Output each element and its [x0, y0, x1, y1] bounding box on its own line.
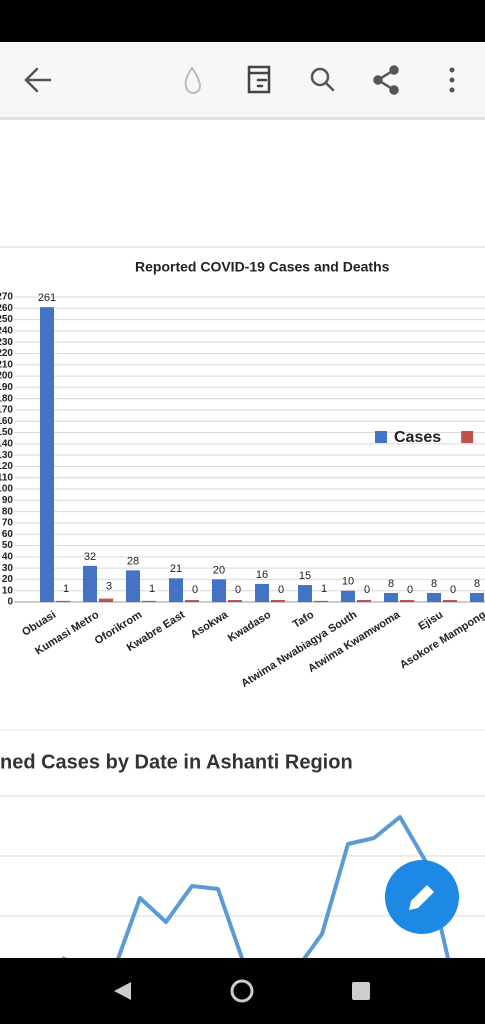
x-tick-label: Kwadaso	[226, 609, 274, 645]
chart-title: Reported COVID-19 Cases and Deaths	[135, 259, 390, 275]
bar	[83, 565, 97, 602]
toolbar	[0, 42, 485, 118]
toolbar-shadow	[0, 117, 485, 120]
bar	[255, 583, 269, 602]
bar	[99, 598, 113, 602]
layout-button[interactable]	[247, 65, 271, 94]
value-label: 15	[299, 570, 311, 582]
search-button[interactable]	[310, 67, 335, 92]
x-tick-label: Ejisu	[416, 609, 445, 633]
value-label: 1	[321, 583, 327, 595]
y-tick-label: 70	[2, 518, 14, 529]
bar	[400, 600, 414, 602]
value-label: 1	[149, 583, 155, 595]
nav-back[interactable]	[114, 982, 131, 1000]
mode-button[interactable]	[184, 66, 202, 94]
bar	[212, 579, 226, 602]
value-label: 16	[256, 569, 268, 581]
bar	[314, 600, 328, 602]
bar	[142, 600, 156, 602]
bar	[40, 307, 54, 602]
value-label: 0	[278, 584, 284, 596]
y-tick-label: 270	[0, 292, 13, 303]
y-tick-label: 130	[0, 450, 13, 461]
value-label: 21	[170, 563, 182, 575]
y-tick-label: 220	[0, 348, 13, 359]
y-tick-label: 180	[0, 393, 13, 404]
y-tick-label: 100	[0, 484, 13, 495]
y-tick-label: 30	[2, 563, 14, 574]
bar	[169, 578, 183, 602]
y-tick-label: 230	[0, 337, 13, 348]
legend-label: Cases	[394, 429, 441, 446]
y-tick-label: 10	[2, 585, 14, 596]
x-tick-label: Tafo	[291, 609, 317, 631]
nav-home[interactable]	[230, 979, 254, 1003]
legend-swatch	[461, 431, 474, 443]
value-label: 0	[450, 584, 456, 596]
bar	[271, 600, 285, 602]
bar	[341, 590, 355, 602]
bar	[185, 600, 199, 602]
bar	[126, 570, 140, 602]
y-tick-label: 160	[0, 416, 13, 427]
bar	[56, 600, 70, 602]
value-label: 0	[407, 584, 413, 596]
value-label: 0	[235, 584, 241, 596]
legend-swatch	[375, 431, 387, 443]
chart-title: ned Cases by Date in Ashanti Region	[0, 751, 353, 773]
y-tick-label: 150	[0, 427, 13, 438]
y-tick-label: 40	[2, 551, 14, 562]
y-tick-label: 210	[0, 359, 13, 370]
value-label: 0	[364, 584, 370, 596]
bar	[384, 592, 398, 602]
x-tick-label: Asokwa	[189, 608, 231, 641]
value-label: 8	[474, 578, 480, 590]
back-button[interactable]	[24, 67, 52, 93]
y-tick-label: 190	[0, 382, 13, 393]
y-tick-label: 120	[0, 461, 13, 472]
value-label: 8	[431, 578, 437, 590]
value-label: 0	[192, 584, 198, 596]
y-tick-label: 80	[2, 506, 14, 517]
nav-bar	[0, 958, 485, 1024]
bar	[427, 592, 441, 602]
value-label: 28	[127, 555, 139, 567]
y-tick-label: 170	[0, 405, 13, 416]
status-bar	[0, 0, 485, 42]
bar	[228, 600, 242, 602]
value-label: 1	[63, 583, 69, 595]
share-button[interactable]	[373, 65, 399, 95]
y-tick-label: 110	[0, 472, 13, 483]
y-tick-label: 90	[2, 495, 14, 506]
value-label: 10	[342, 576, 354, 588]
menu-button[interactable]	[449, 67, 455, 93]
edit-button[interactable]	[385, 860, 459, 934]
nav-recents[interactable]	[352, 982, 370, 1000]
y-tick-label: 60	[2, 529, 14, 540]
value-label: 32	[84, 551, 96, 563]
y-tick-label: 140	[0, 438, 13, 449]
bar	[470, 592, 484, 602]
value-label: 8	[388, 578, 394, 590]
y-tick-label: 200	[0, 371, 13, 382]
y-tick-label: 240	[0, 326, 13, 337]
y-tick-label: 250	[0, 314, 13, 325]
bar	[298, 585, 312, 602]
value-label: 3	[106, 581, 112, 593]
y-tick-label: 50	[2, 540, 14, 551]
value-label: 20	[213, 564, 225, 576]
bar	[443, 600, 457, 602]
value-label: 261	[38, 292, 56, 304]
bar	[357, 600, 371, 602]
y-tick-label: 260	[0, 303, 13, 314]
y-tick-label: 0	[7, 597, 13, 608]
y-tick-label: 20	[2, 574, 14, 585]
